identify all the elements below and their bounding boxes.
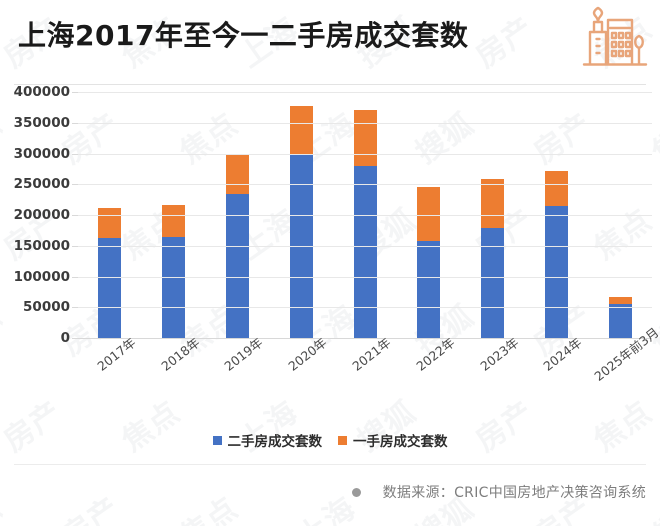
gridline <box>78 215 652 216</box>
x-axis-tick: 2018年 <box>142 335 206 410</box>
y-axis-tick-label: 400000 <box>13 84 70 100</box>
y-axis-tick-label: 250000 <box>13 176 70 193</box>
gridline <box>78 307 652 309</box>
y-axis: 400000 350000 300000 250000 200000 150000 1000… <box>0 84 78 346</box>
y-axis-tickmark <box>72 276 78 278</box>
y-axis-tickmark <box>72 153 78 155</box>
bar-segment-first-hand[interactable] <box>481 179 505 228</box>
bar-segment-first-hand[interactable] <box>98 207 122 238</box>
y-axis-tickmark <box>72 215 78 216</box>
page-title: 上海2017年至今一二手房成交套数 <box>18 19 469 52</box>
y-axis-tickmark <box>72 184 78 186</box>
gridline <box>78 153 652 155</box>
y-axis-tick-label: 150000 <box>13 237 70 254</box>
y-axis-tick-label: 0 <box>60 330 70 346</box>
orange-square-icon <box>338 435 347 445</box>
gridline <box>78 122 652 124</box>
y-axis-tickmark <box>72 122 78 124</box>
bar-segment-first-hand[interactable] <box>544 170 568 206</box>
bar-segment-second-hand[interactable] <box>544 205 568 338</box>
y-axis-tick-label: 200000 <box>13 207 70 223</box>
gridline <box>78 276 652 278</box>
bar-segment-second-hand[interactable] <box>162 237 186 338</box>
chart-header: 上海2017年至今一二手房成交套数 <box>0 0 660 78</box>
stacked-bar[interactable] <box>608 92 632 338</box>
bar-segment-first-hand[interactable] <box>289 106 313 155</box>
bar-segment-first-hand[interactable] <box>225 154 249 195</box>
bar-segment-first-hand[interactable] <box>608 296 632 304</box>
bar-segment-second-hand[interactable] <box>417 240 441 338</box>
dot-icon <box>351 487 361 497</box>
city-buildings-icon <box>576 6 648 72</box>
bar-segment-first-hand[interactable] <box>353 109 377 167</box>
legend-item-second-hand[interactable]: 二手房成交套数 <box>212 430 323 450</box>
legend-label: 二手房成交套数 <box>227 434 323 450</box>
bar-segment-second-hand[interactable] <box>98 237 122 338</box>
legend-label: 一手房成交套数 <box>353 434 448 450</box>
chart-plot-area: 400000 350000 300000 250000 200000 150000 1000… <box>0 84 660 352</box>
bar-group[interactable] <box>397 92 461 338</box>
x-axis-tick: 2022年 <box>397 335 461 410</box>
stacked-bar[interactable] <box>417 92 441 338</box>
data-source-label: 数据来源：CRIC中国房地产决策咨询系统 <box>382 485 646 501</box>
y-axis-tick-label: 350000 <box>13 114 70 131</box>
bar-segment-second-hand[interactable] <box>353 166 377 338</box>
bar-group[interactable] <box>524 92 588 338</box>
x-axis-tick: 2020年 <box>269 335 333 410</box>
y-axis-tickmark <box>72 307 78 309</box>
header-divider <box>14 84 646 85</box>
bar-segment-first-hand[interactable] <box>162 204 186 238</box>
x-axis-tick: 2021年 <box>333 335 397 410</box>
x-axis-tick: 2019年 <box>206 335 270 410</box>
gridline <box>78 184 652 186</box>
bar-group[interactable] <box>588 92 652 338</box>
legend-item-first-hand[interactable]: 一手房成交套数 <box>338 430 448 450</box>
bar-segment-first-hand[interactable] <box>417 186 441 241</box>
bar-group[interactable] <box>333 92 397 338</box>
chart-footer: 数据来源：CRIC中国房地产决策咨询系统 <box>0 482 660 502</box>
blue-square-icon <box>212 435 222 445</box>
gridline <box>78 92 652 93</box>
bar-segment-second-hand[interactable] <box>225 194 249 338</box>
bar-series-container <box>78 92 652 338</box>
y-axis-tickmark <box>72 245 78 247</box>
grid-area <box>72 92 652 339</box>
bar-group[interactable] <box>142 92 206 338</box>
x-axis-tick: 2017年 <box>78 335 142 410</box>
gridline <box>78 245 652 247</box>
x-axis: 2017年 2018年 2019年 2020年 2021年 2022年 2023年 2024年… <box>78 325 660 410</box>
y-axis-tickmark <box>72 338 78 339</box>
footer-divider <box>14 464 646 465</box>
y-axis-tick-label: 100000 <box>13 268 70 285</box>
bar-segment-second-hand[interactable] <box>608 303 632 338</box>
stacked-bar[interactable] <box>353 92 377 338</box>
x-axis-tick: 2024年 <box>524 335 588 410</box>
stacked-bar[interactable] <box>162 92 186 338</box>
gridline <box>78 338 652 339</box>
y-axis-tick-label: 50000 <box>23 299 70 316</box>
y-axis-tickmark <box>72 92 78 93</box>
bar-segment-second-hand[interactable] <box>481 227 505 338</box>
chart-legend: 二手房成交套数 一手房成交套数 <box>0 430 660 450</box>
x-axis-tick: 2025年前3月 <box>588 325 660 410</box>
y-axis-tick-label: 300000 <box>13 145 70 162</box>
x-axis-tick: 2023年 <box>461 335 525 410</box>
stacked-bar[interactable] <box>544 92 568 338</box>
